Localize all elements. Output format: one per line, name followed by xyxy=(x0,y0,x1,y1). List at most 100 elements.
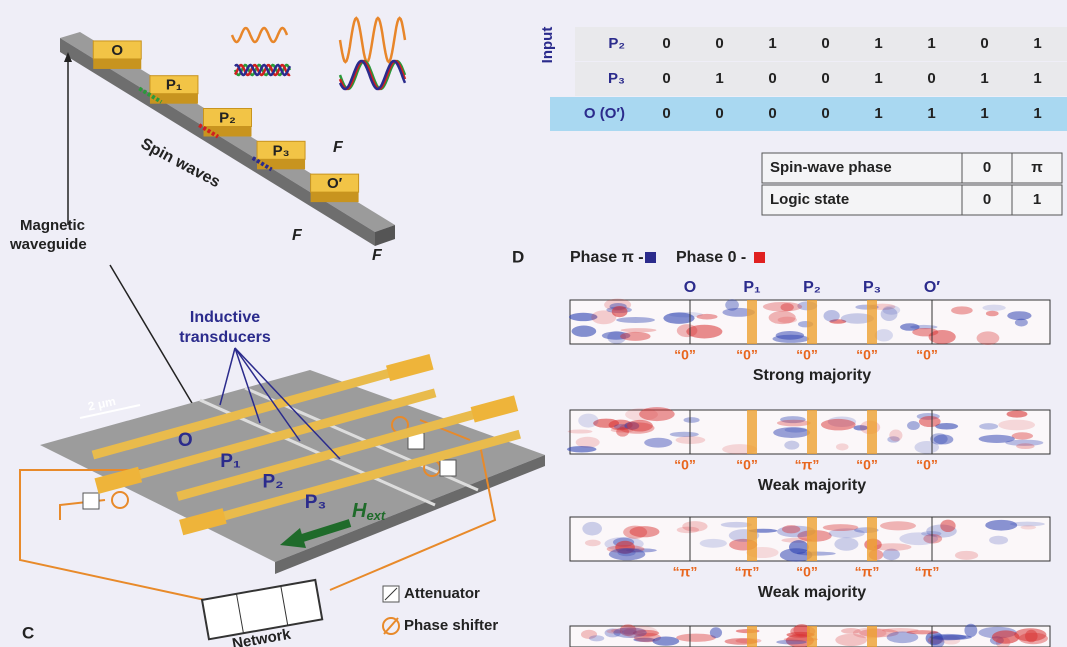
block-side xyxy=(257,159,305,169)
phase-blob xyxy=(889,429,902,441)
transducer-label: O xyxy=(178,430,193,451)
phase-blob xyxy=(567,446,596,452)
table-cell: 0 xyxy=(927,70,935,87)
phase-blob xyxy=(624,626,658,639)
block-side xyxy=(204,127,252,137)
legend-label: Attenuator xyxy=(404,585,480,602)
phase-blob xyxy=(621,328,657,332)
table-cell: 1 xyxy=(715,70,723,87)
phase-blob xyxy=(572,326,597,337)
transducer-label: P₂ xyxy=(263,472,284,493)
table-cell: 1 xyxy=(768,35,776,52)
phase-blob xyxy=(940,520,955,532)
table-cell: 1 xyxy=(980,105,988,122)
phase-blob xyxy=(836,443,849,450)
phase-blob xyxy=(841,628,861,634)
phase-blob xyxy=(906,630,938,634)
phase-label: “0” xyxy=(674,457,696,473)
transducer-band xyxy=(867,626,877,647)
phase-blob xyxy=(907,421,920,430)
table-cell: 0 xyxy=(821,105,829,122)
phase-blob xyxy=(989,536,1008,545)
phase-blob xyxy=(769,311,796,324)
phase-blob xyxy=(919,416,941,427)
transducer-band xyxy=(867,517,877,561)
phase-blob xyxy=(630,526,660,537)
table-cell: 1 xyxy=(874,70,882,87)
phase-label: “π” xyxy=(795,457,820,473)
attenuator-icon xyxy=(83,493,99,509)
phase-blob xyxy=(578,414,598,428)
legend-cell-text: 0 xyxy=(983,159,991,176)
table-cell: 0 xyxy=(821,70,829,87)
caption: Weak majority xyxy=(758,477,866,494)
phase-blob xyxy=(644,438,672,448)
table-cell: 1 xyxy=(1033,105,1041,122)
phase-blob xyxy=(784,441,799,450)
phase-blob xyxy=(951,306,973,314)
table-cell: 0 xyxy=(662,70,670,87)
block-label: O′ xyxy=(327,175,343,192)
phase-label: “0” xyxy=(674,347,696,363)
phase-blob xyxy=(1007,410,1028,417)
phase-blob xyxy=(979,423,998,429)
legend-cell-text: Logic state xyxy=(770,191,849,208)
table-cell: 1 xyxy=(874,35,882,52)
phase-swatch xyxy=(645,252,656,263)
phase-blob xyxy=(777,420,811,427)
phase-blob xyxy=(821,419,856,431)
table-cell: 0 xyxy=(768,105,776,122)
block-label: P₃ xyxy=(273,142,290,159)
phase-blob xyxy=(998,420,1035,431)
panel-label: C xyxy=(22,623,34,642)
phase-blob xyxy=(683,417,699,423)
row-label: P₃ xyxy=(608,70,625,87)
caption: Weak majority xyxy=(758,584,866,601)
force-label: F xyxy=(372,247,383,264)
phase-blob xyxy=(834,538,858,551)
transducer-label: P₁ xyxy=(220,451,241,472)
field-subscript: ext xyxy=(366,508,385,523)
table-cell: 1 xyxy=(980,70,988,87)
force-label: F xyxy=(292,227,303,244)
phase-blob xyxy=(585,540,601,547)
legend-cell-text: 1 xyxy=(1033,191,1041,208)
phase-blob xyxy=(874,543,912,550)
phase-blob xyxy=(625,408,658,421)
transducer-band xyxy=(807,517,817,561)
position-label: P₃ xyxy=(863,279,881,296)
phase-blob xyxy=(1016,443,1034,449)
table-cell: 0 xyxy=(662,105,670,122)
phase-label: “π” xyxy=(673,564,698,580)
phase-label: “π” xyxy=(915,564,940,580)
phase-blob xyxy=(609,548,645,560)
phase-blob xyxy=(912,328,938,336)
table-cell: 1 xyxy=(1033,70,1041,87)
phase-blob xyxy=(992,630,1019,643)
legend-cell-text: Spin-wave phase xyxy=(770,159,892,176)
transducer-label: Inductive xyxy=(190,309,260,326)
transducer-label: transducers xyxy=(179,329,271,346)
phase-label: “π” xyxy=(735,564,760,580)
force-label: F xyxy=(333,139,344,156)
transducer-band xyxy=(807,300,817,344)
phase-blob xyxy=(677,324,698,337)
phase-blob xyxy=(982,305,1005,311)
legend-cell-text: 0 xyxy=(983,191,991,208)
phase-blob xyxy=(930,433,948,444)
table-row xyxy=(550,97,1067,131)
transducer-band xyxy=(747,626,757,647)
table-cell: 1 xyxy=(874,105,882,122)
caption: Strong majority xyxy=(753,367,871,384)
phase-blob xyxy=(823,524,859,531)
block-side xyxy=(93,59,141,69)
phase-blob xyxy=(986,311,999,317)
phase-label: “0” xyxy=(916,457,938,473)
phase-legend: Phase 0 - xyxy=(676,249,746,266)
block-label: P₂ xyxy=(219,109,236,126)
waveguide-label: Magnetic xyxy=(20,217,85,234)
phase-blob xyxy=(612,306,628,317)
phase-blob xyxy=(670,432,699,437)
phase-blob xyxy=(823,310,839,322)
position-label: P₁ xyxy=(743,279,761,296)
